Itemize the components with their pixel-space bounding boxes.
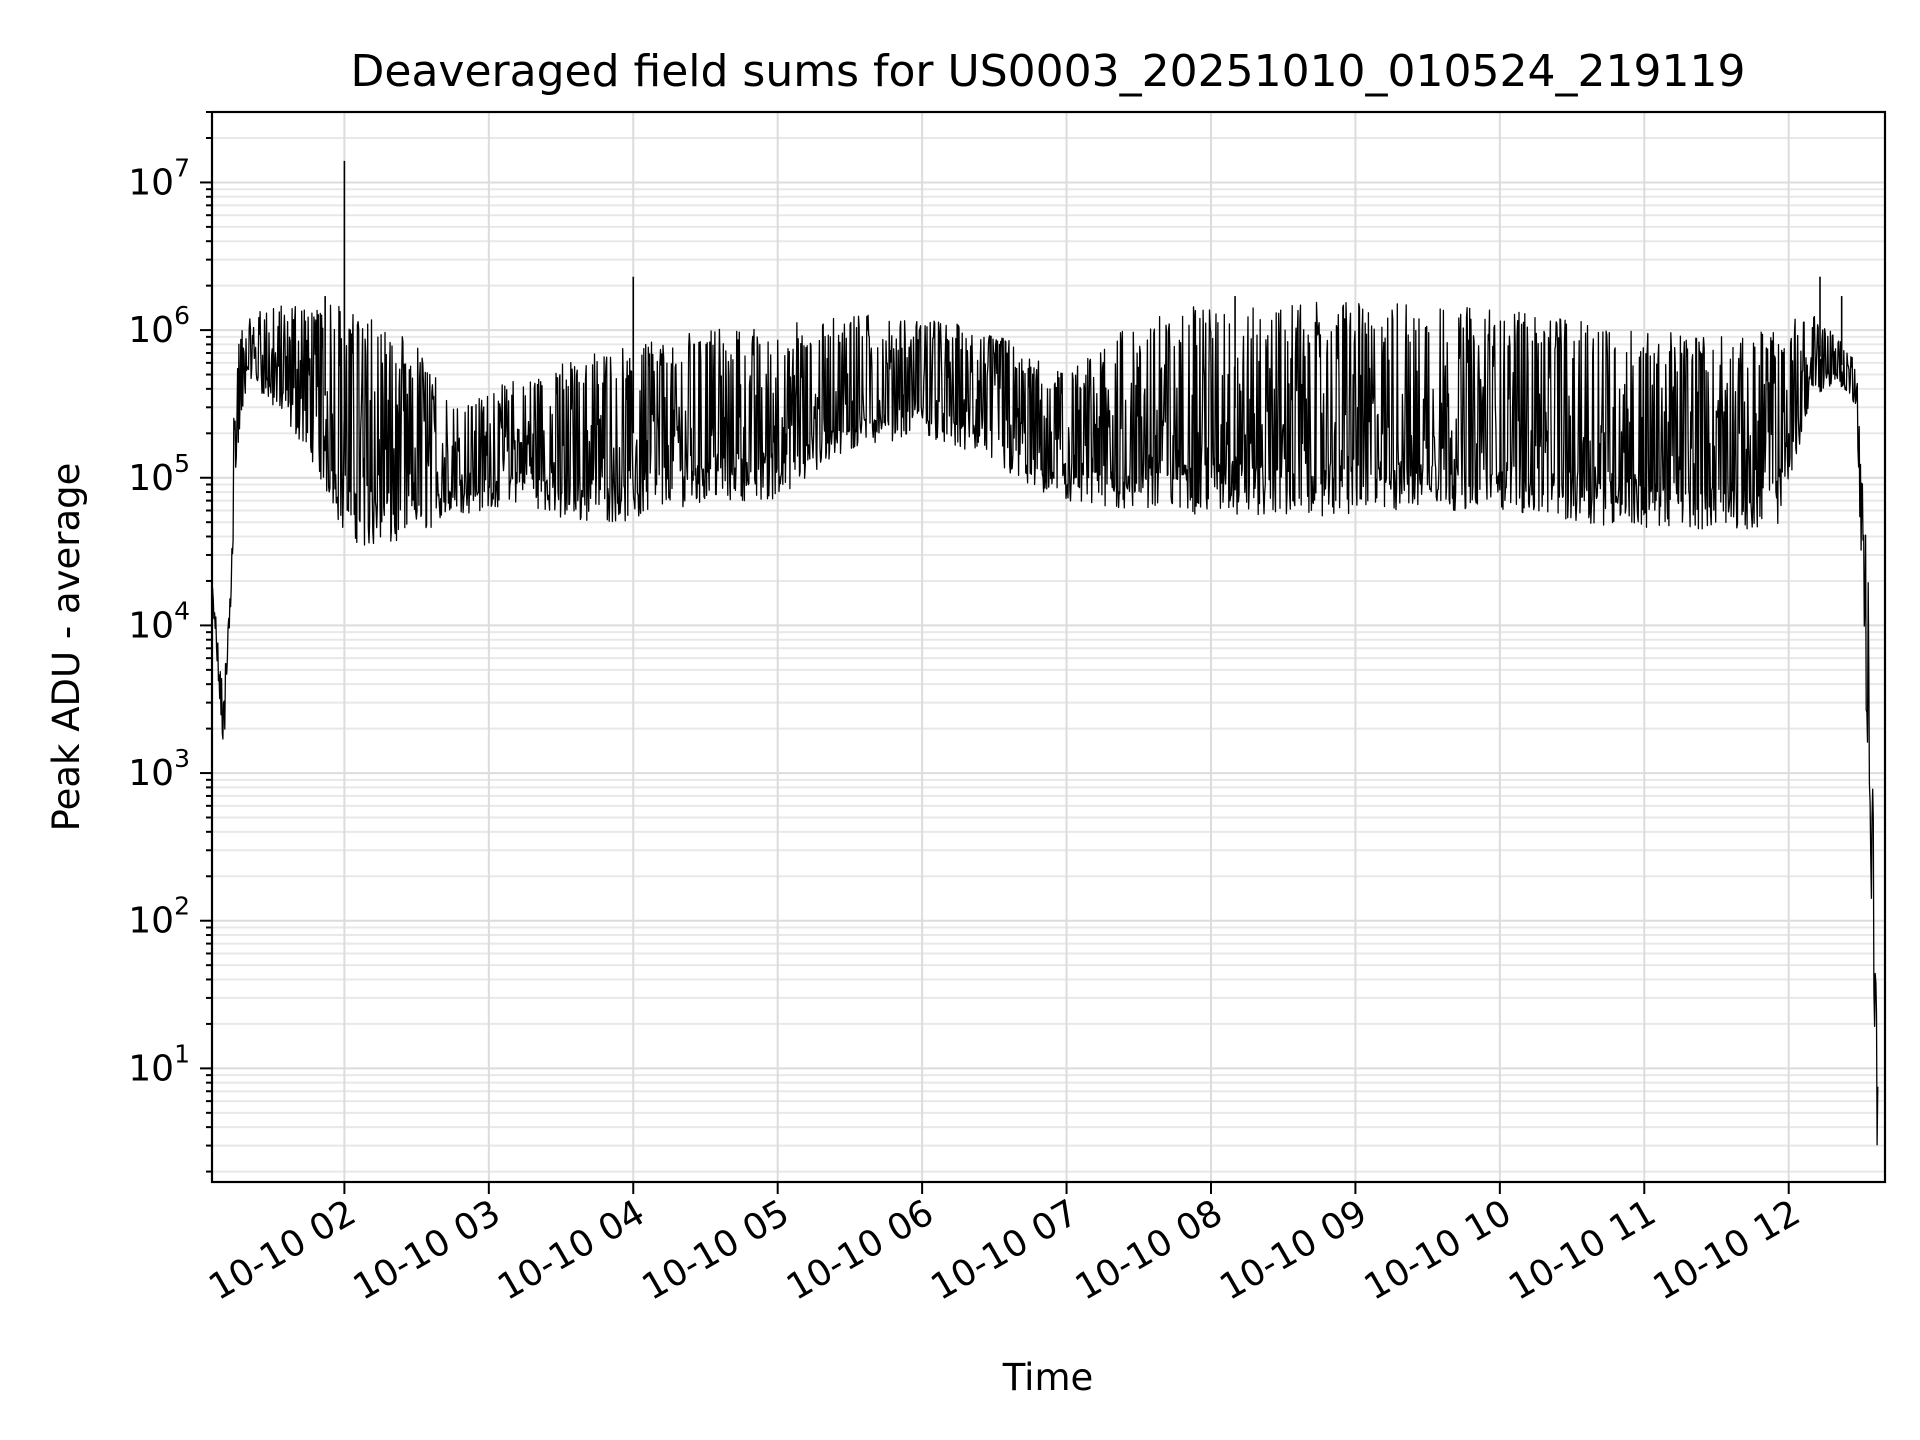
x-tick-label: 10-10 10 [1358,1192,1519,1308]
y-tick-label: 107 [128,153,190,203]
series-lines [211,160,1879,1146]
x-tick-label: 10-10 07 [924,1192,1085,1308]
y-tick-label: 104 [128,596,190,646]
y-axis-ticks: 101 102 103 104 105 106 107 [128,111,212,1173]
x-tick-label: 10-10 04 [491,1192,652,1308]
x-tick-label: 10-10 03 [347,1192,508,1308]
y-tick-label: 101 [128,1039,190,1089]
series-line [211,301,1879,1146]
y-tick-label: 105 [128,449,190,499]
chart-title: Deaveraged field sums for US0003_2025101… [351,46,1746,97]
x-tick-label: 10-10 02 [202,1192,363,1308]
x-tick-label: 10-10 11 [1502,1192,1663,1308]
y-axis-label: Peak ADU - average [45,463,88,832]
x-axis-label: Time [1002,1356,1094,1399]
y-tick-label: 102 [128,892,190,942]
x-tick-label: 10-10 09 [1213,1192,1374,1308]
x-tick-label: 10-10 06 [780,1192,941,1308]
y-tick-label: 106 [128,301,190,351]
x-tick-label: 10-10 05 [636,1192,797,1308]
grid-lines [212,111,1885,1182]
y-tick-label: 103 [128,744,190,794]
x-tick-label: 10-10 12 [1647,1192,1808,1308]
x-tick-label: 10-10 08 [1069,1192,1230,1308]
plot-frame [210,110,1887,1184]
